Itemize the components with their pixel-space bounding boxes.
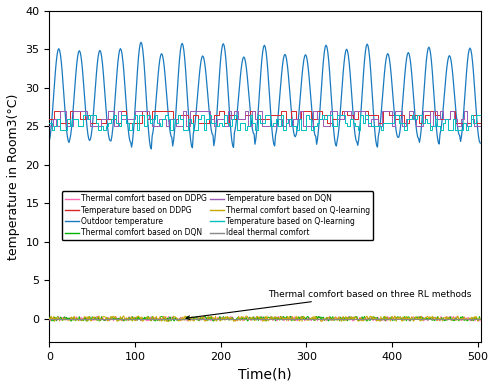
X-axis label: Time(h): Time(h) xyxy=(238,367,292,381)
Text: Thermal comfort based on three RL methods: Thermal comfort based on three RL method… xyxy=(186,289,471,319)
Legend: Thermal comfort based on DDPG, Temperature based on DDPG, Outdoor temperature, T: Thermal comfort based on DDPG, Temperatu… xyxy=(62,191,373,240)
Y-axis label: temperature in Room3(°C): temperature in Room3(°C) xyxy=(7,93,20,260)
